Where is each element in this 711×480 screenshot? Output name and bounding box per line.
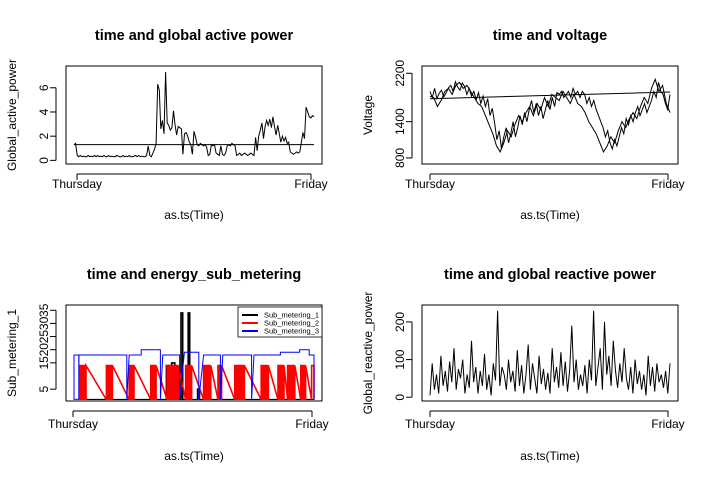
x-tick-label: Thursday [405, 417, 455, 431]
x-axis-label: as.ts(Time) [520, 208, 580, 222]
plot-box [65, 65, 323, 165]
y-tick-label: 100 [393, 349, 407, 369]
y-axis-label: Sub_metering_1 [5, 309, 19, 397]
series-line-3 [429, 91, 671, 100]
series-line-2 [429, 77, 671, 154]
chart-title: time and global reactive power [444, 267, 656, 283]
panel-4: time and global reactive power as.ts(Time… [361, 267, 685, 463]
series-line-1 [73, 71, 315, 158]
series-line-2 [74, 362, 315, 400]
x-axis-label: as.ts(Time) [164, 449, 224, 463]
y-tick-label: 25 [37, 330, 51, 344]
x-tick-label: Thursday [405, 177, 455, 191]
plot-area [429, 77, 671, 154]
x-tick-label: Thursday [52, 177, 102, 191]
legend-label-3: Sub_metering_3 [264, 327, 319, 336]
x-tick-label: Friday [651, 417, 684, 431]
y-tick-label: 20 [37, 343, 51, 357]
x-tick-label: Thursday [48, 417, 98, 431]
plot-area [429, 310, 671, 396]
y-axis-label: Voltage [361, 95, 375, 135]
x-axis-label: as.ts(Time) [520, 449, 580, 463]
legend: Sub_metering_1Sub_metering_2Sub_metering… [237, 306, 323, 338]
chart-title: time and voltage [493, 28, 607, 44]
panel-1: time and global active power as.ts(Time) G… [5, 28, 328, 222]
plot-area [73, 312, 315, 400]
y-tick-label: 30 [37, 316, 51, 330]
y-tick-label: 6 [37, 84, 51, 91]
y-tick-label: 0 [393, 394, 407, 401]
plot-box [421, 304, 679, 402]
plot-box [65, 304, 323, 402]
x-tick-label: Friday [651, 177, 684, 191]
y-tick-label: 15 [37, 356, 51, 370]
plot-area [73, 71, 315, 158]
y-tick-label: 0 [37, 157, 51, 164]
series-line-1 [429, 80, 671, 151]
panel-3: time and energy_sub_metering as.ts(Time) S… [5, 267, 329, 463]
x-axis-label: as.ts(Time) [164, 208, 224, 222]
series-line-3 [73, 349, 315, 400]
y-tick-label: 2 [37, 133, 51, 140]
y-axis-label: Global_active_power [5, 59, 19, 171]
y-tick-label: 200 [393, 312, 407, 332]
chart-title: time and energy_sub_metering [87, 267, 301, 283]
panel-2: time and voltage as.ts(Time) Voltage Thursd… [361, 28, 685, 222]
chart-title: time and global active power [95, 28, 294, 44]
series-line-1 [429, 310, 671, 396]
legend-label-1: Sub_metering_1 [264, 311, 319, 320]
x-tick-label: Friday [295, 417, 328, 431]
y-tick-label: 800 [393, 148, 407, 168]
x-tick-label: Friday [294, 177, 327, 191]
y-tick-label: 1400 [393, 108, 407, 135]
legend-label-2: Sub_metering_2 [264, 319, 319, 328]
y-tick-label: 5 [37, 386, 51, 393]
y-tick-label: 2200 [393, 60, 407, 87]
y-tick-label: 4 [37, 108, 51, 115]
y-tick-label: 35 [37, 303, 51, 317]
y-axis-label: Global_reactive_power [361, 292, 375, 415]
plot-box [421, 65, 679, 165]
